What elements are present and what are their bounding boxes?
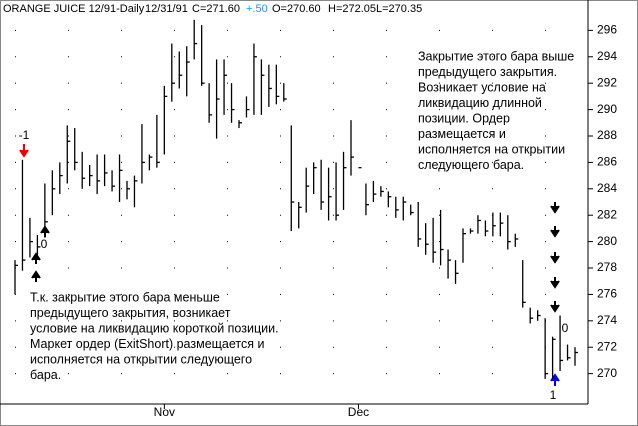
y-tick-label: 278 <box>597 260 617 274</box>
y-tick-label: 274 <box>597 313 617 327</box>
annotation: Закрытие этого бара выше <box>418 49 574 63</box>
y-tick-label: 276 <box>597 287 617 301</box>
y-tick-label: 272 <box>597 339 617 353</box>
y-tick-label: 270 <box>597 366 617 380</box>
y-tick-label: 280 <box>597 234 617 248</box>
header-low: L=270.35 <box>376 3 422 15</box>
annotation: следующего бара. <box>418 158 524 172</box>
annotation: предыдущего закрытия, возникает <box>30 306 231 320</box>
annotation: размещается и <box>418 127 506 141</box>
header-close: C=271.60 <box>192 3 240 15</box>
annotation: позиции. Ордер <box>418 111 510 125</box>
y-tick-label: 290 <box>597 102 617 116</box>
annotation: условие на ликвидацию короткой позиции. <box>30 321 279 335</box>
marker-label: -1 <box>19 128 30 142</box>
annotation: ликвидацию длинной <box>418 96 542 110</box>
arrows <box>19 144 560 386</box>
marker-label: 0 <box>41 237 48 251</box>
y-tick-label: 294 <box>597 49 617 63</box>
annotation: бара. <box>30 368 61 382</box>
annotation: Маркет ордер (ExitShort) размещается и <box>30 337 264 351</box>
y-tick-label: 288 <box>597 128 617 142</box>
header-open: O=270.60 <box>272 3 321 15</box>
y-tick-label: 284 <box>597 181 617 195</box>
header-symbol: ORANGE JUICE 12/91-Daily <box>3 3 145 15</box>
annotation: предыдущего закрытия. <box>418 65 557 79</box>
annotation: Т.к. закрытие этого бара меньше <box>30 290 220 304</box>
annotation: исполняется на открытии <box>418 142 565 156</box>
marker-label: 1 <box>550 388 557 402</box>
y-tick-label: 286 <box>597 155 617 169</box>
annotation: Возникает условие на <box>418 80 546 94</box>
header-high: H=272.05 <box>328 3 376 15</box>
header-change: +.50 <box>246 3 268 15</box>
y-tick-label: 296 <box>597 23 617 37</box>
x-tick-label: Dec <box>348 405 369 419</box>
annotation: исполняется на открытии следующего <box>30 352 252 366</box>
x-tick-label: Nov <box>154 405 175 419</box>
marker-label: 0 <box>562 321 569 335</box>
header-date: 12/31/91 <box>145 3 188 15</box>
y-tick-label: 292 <box>597 75 617 89</box>
y-tick-label: 282 <box>597 207 617 221</box>
